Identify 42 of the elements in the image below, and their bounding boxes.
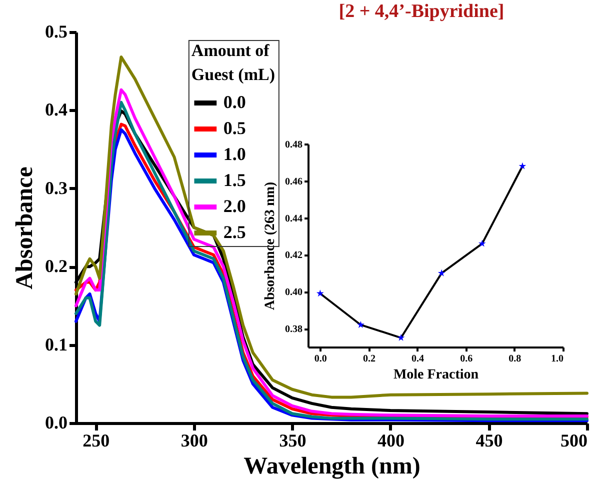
x-tick-label: 450 bbox=[476, 430, 503, 450]
legend-label: 1.0 bbox=[223, 144, 246, 164]
y-tick-label: 0.42 bbox=[285, 250, 302, 262]
x-tick-label: 0.2 bbox=[362, 354, 376, 364]
point bbox=[518, 162, 526, 170]
x-tick-label: 0.4 bbox=[412, 354, 424, 364]
legend-label: 0.0 bbox=[223, 92, 246, 112]
y-tick-label: 0.5 bbox=[45, 22, 68, 42]
point bbox=[478, 240, 486, 247]
point bbox=[316, 290, 324, 297]
legend-label: 2.0 bbox=[223, 196, 246, 216]
y-tick-label: 0.40 bbox=[285, 287, 302, 298]
x-tick-label: 250 bbox=[82, 430, 110, 450]
y-axis-title: Absorbance bbox=[12, 166, 38, 290]
x-axis-title: Wavelength (nm) bbox=[244, 454, 420, 480]
y-tick-label: 0.2 bbox=[45, 256, 68, 276]
x-tick-label: 300 bbox=[180, 430, 208, 450]
y-axis-title: Absorbance (263 nm) bbox=[263, 182, 278, 310]
x-axis-title: Mole Fraction bbox=[393, 368, 479, 382]
y-tick-label: 0.44 bbox=[285, 213, 302, 224]
x-tick-label: 1.0 bbox=[551, 354, 564, 364]
y-tick-label: 0.1 bbox=[45, 334, 68, 354]
legend-title: Amount of Guest (mL) bbox=[191, 41, 275, 84]
y-tick-label: 0.46 bbox=[285, 176, 302, 188]
point bbox=[438, 269, 446, 276]
y-tick-label: 0.38 bbox=[285, 324, 302, 336]
legend-label: 1.5 bbox=[223, 170, 246, 190]
point bbox=[357, 320, 364, 328]
point bbox=[397, 334, 405, 341]
y-tick-label: 0.0 bbox=[45, 412, 68, 432]
x-tick-label: 400 bbox=[377, 430, 404, 450]
x-tick-label: 350 bbox=[279, 430, 306, 450]
legend-label: 2.5 bbox=[223, 222, 246, 242]
y-tick-label: 0.4 bbox=[45, 100, 68, 120]
x-tick-label: 0.6 bbox=[460, 354, 473, 364]
x-tick-label: 500 bbox=[560, 430, 588, 450]
y-tick-label: 0.48 bbox=[285, 140, 302, 150]
chart-title: [2 + 4,4’-Bipyridine] bbox=[338, 1, 504, 22]
y-tick-label: 0.3 bbox=[45, 178, 68, 198]
x-tick-label: 0.8 bbox=[508, 354, 522, 364]
legend-label: 0.5 bbox=[223, 118, 246, 138]
x-tick-label: 0.0 bbox=[314, 354, 327, 364]
